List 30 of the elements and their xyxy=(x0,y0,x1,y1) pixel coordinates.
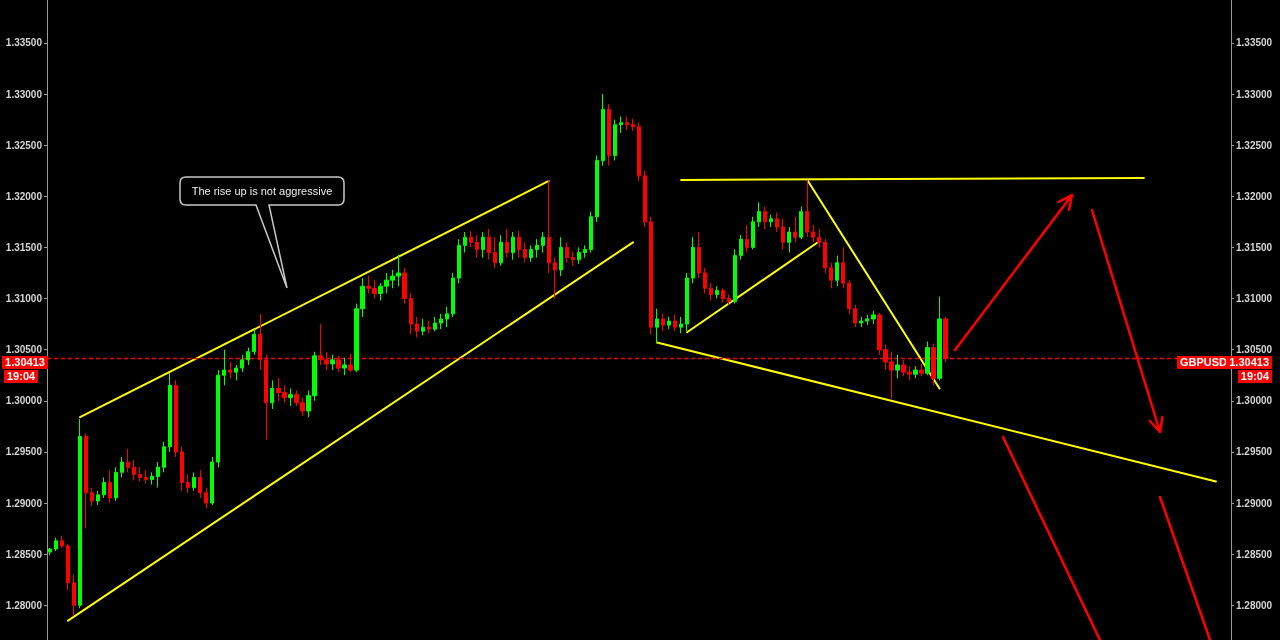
y-tick-label: 1.30000 xyxy=(5,395,43,407)
y2-tick-label: 1.30000 xyxy=(1236,395,1273,407)
y-tick-label: 1.29500 xyxy=(5,446,43,458)
y2-tick-label: 1.28000 xyxy=(1236,599,1273,611)
y-tick-label: 1.32500 xyxy=(5,139,43,151)
text: 19:04 xyxy=(1240,369,1269,382)
y2-tick-label: 1.30500 xyxy=(1236,344,1273,356)
y-tick-label: 1.30500 xyxy=(5,344,43,356)
y2-tick-label: 1.28500 xyxy=(1236,548,1273,560)
text: 19:04 xyxy=(7,369,36,382)
ref-line-label: 1.30413 xyxy=(5,355,45,368)
y-tick-label: 1.28000 xyxy=(5,599,43,611)
y-tick-label: 1.28500 xyxy=(5,548,43,560)
y2-tick-label: 1.33000 xyxy=(1236,88,1273,100)
y-tick-label: 1.33000 xyxy=(5,88,43,100)
y2-tick-label: 1.29500 xyxy=(1236,446,1273,458)
y2-tick-label: 1.32000 xyxy=(1236,190,1273,202)
y-tick-label: 1.29000 xyxy=(5,497,43,509)
y-tick-label: 1.31000 xyxy=(5,293,43,305)
y-tick-label: 1.32000 xyxy=(5,190,43,202)
y2-tick-label: 1.31000 xyxy=(1236,293,1273,305)
y2-tick-label: 1.31500 xyxy=(1236,241,1273,253)
y-tick-label: 1.31500 xyxy=(5,241,43,253)
annotation: The rise up is not aggressive xyxy=(191,185,333,197)
y-tick-label: 1.33500 xyxy=(5,37,43,49)
y2-tick-label: 1.29000 xyxy=(1236,497,1273,509)
y2-tick-label: 1.32500 xyxy=(1236,139,1273,151)
y2-tick-label: 1.33500 xyxy=(1236,37,1273,49)
annotation: 1.30413 xyxy=(1229,355,1269,368)
annotation: GBPUSD xyxy=(1179,355,1227,368)
